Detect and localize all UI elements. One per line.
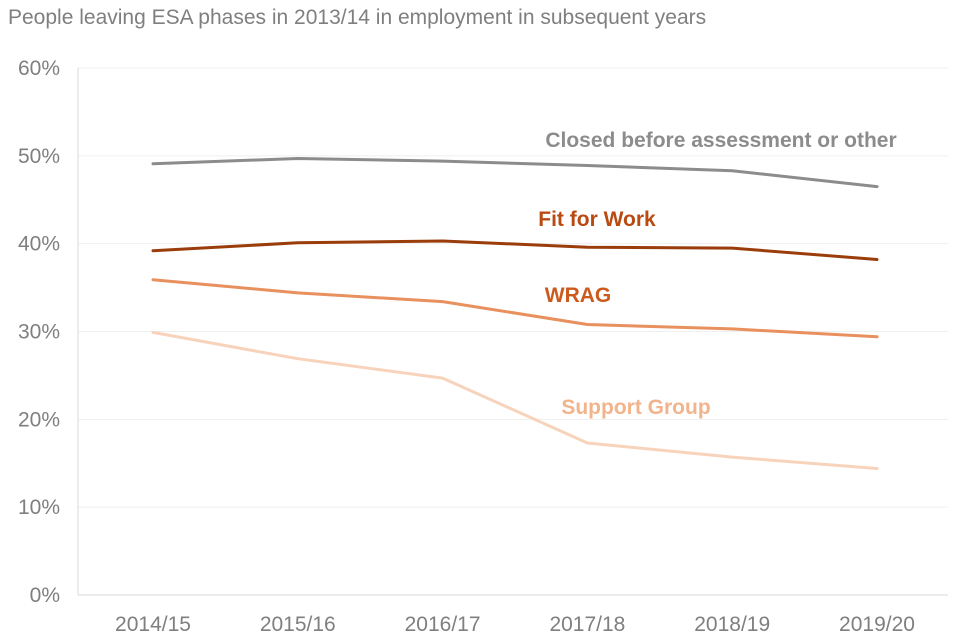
series-line	[151, 330, 879, 470]
y-tick-label: 0%	[30, 584, 60, 607]
x-tick-label: 2015/16	[260, 613, 336, 636]
series-line	[151, 239, 879, 261]
series-label: WRAG	[545, 284, 612, 307]
y-tick-label: 10%	[18, 496, 60, 519]
chart-title: People leaving ESA phases in 2013/14 in …	[8, 6, 707, 29]
series-line	[151, 278, 879, 339]
y-tick-label: 60%	[18, 57, 60, 80]
x-tick-label: 2018/19	[694, 613, 770, 636]
series-lines	[151, 157, 879, 470]
series-label: Closed before assessment or other	[545, 129, 896, 152]
axes	[77, 68, 948, 596]
series-labels: Closed before assessment or other Fit for…	[538, 129, 896, 419]
x-tick-label: 2014/15	[115, 613, 191, 636]
series-label: Support Group	[561, 396, 710, 419]
y-tick-label: 30%	[18, 321, 60, 344]
series-line	[151, 157, 879, 189]
series-label: Fit for Work	[538, 208, 656, 231]
x-axis-ticks: 2014/15 2015/16 2016/17 2017/18 2018/19 2019/…	[115, 613, 915, 636]
y-tick-label: 40%	[18, 233, 60, 256]
x-tick-label: 2016/17	[405, 613, 481, 636]
y-tick-label: 50%	[18, 145, 60, 168]
y-axis-ticks: 0% 10% 20% 30% 40% 50% 60%	[18, 57, 60, 607]
y-tick-label: 20%	[18, 408, 60, 431]
x-tick-label: 2017/18	[549, 613, 625, 636]
x-tick-label: 2019/20	[839, 613, 915, 636]
